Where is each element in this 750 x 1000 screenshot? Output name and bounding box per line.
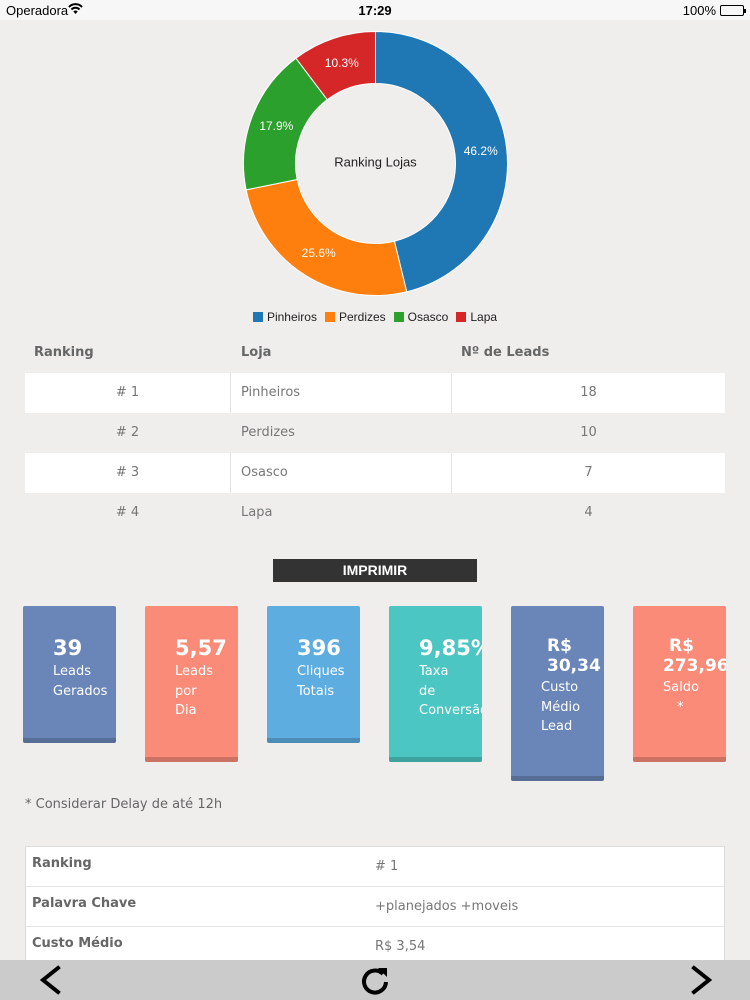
legend-swatch <box>393 312 404 322</box>
stat-label: Gerados <box>53 683 108 699</box>
table-row: Palavra Chave +planejados +moveis <box>26 887 724 927</box>
legend-swatch <box>252 312 263 322</box>
legend-label: Perdizes <box>338 310 386 324</box>
stat-card-clicks: 396 Cliques Totais <box>267 606 360 743</box>
stat-value: 30,34 <box>547 656 601 676</box>
refresh-icon <box>362 968 388 995</box>
rank-cell: # 3 <box>115 465 140 480</box>
stat-label: Conversão <box>419 703 482 718</box>
legend-label: Lapa <box>470 310 498 324</box>
stat-label: Dia <box>175 703 197 718</box>
legend-item: Lapa <box>456 310 497 324</box>
rank-cell: # 1 <box>115 385 140 400</box>
table-row: # 4 Lapa 4 <box>25 493 725 533</box>
stat-card-leads-per-day: 5,57 Leads por Dia <box>145 606 238 762</box>
stat-label: Lead <box>541 719 573 734</box>
table-row: Ranking # 1 <box>26 847 724 887</box>
chart-title: Ranking Lojas <box>334 155 417 170</box>
stat-card-avg-cost: R$ 30,34 Custo Médio Lead <box>511 606 604 781</box>
rank-cell: # 4 <box>115 505 140 520</box>
refresh-button[interactable] <box>359 965 391 995</box>
store-cell: Perdizes <box>241 425 295 440</box>
row-key: Palavra Chave <box>32 896 137 911</box>
stat-label: Médio <box>541 699 581 715</box>
header-leads: Nº de Leads <box>461 345 550 360</box>
print-button[interactable]: IMPRIMIR <box>273 559 477 582</box>
donut-slice-pinheiros <box>375 30 508 293</box>
legend-item: Perdizes <box>324 310 386 324</box>
store-cell: Lapa <box>241 505 273 520</box>
chevron-right-icon <box>691 965 713 995</box>
ranking-table: Ranking Loja Nº de Leads # 1 Pinheiros 1… <box>25 333 725 533</box>
slice-label: 17.9% <box>259 119 293 133</box>
stat-card-balance: R$ 273,96 Saldo * <box>633 606 726 762</box>
stat-label: Cliques <box>297 664 345 679</box>
stat-label: * <box>677 699 684 715</box>
stat-card-leads: 39 Leads Gerados <box>23 606 116 743</box>
ranking-donut-chart: 46.2% 25.6% 17.9% 10.3% Ranking Lojas <box>243 30 508 296</box>
row-value: +planejados +moveis <box>375 899 519 914</box>
clock: 17:29 <box>358 3 392 18</box>
leads-cell: 4 <box>584 505 593 520</box>
stat-value: 5,57 <box>175 636 227 660</box>
row-value: # 1 <box>375 859 399 874</box>
header-store: Loja <box>241 345 272 360</box>
slice-label: 10.3% <box>325 56 359 70</box>
row-key: Ranking <box>32 856 92 871</box>
forward-button[interactable] <box>686 965 718 995</box>
donut-slice-lapa <box>295 30 376 101</box>
delay-note: * Considerar Delay de até 12h <box>25 797 223 812</box>
stat-label: Taxa <box>419 664 449 679</box>
slice-label: 25.6% <box>302 246 336 260</box>
stat-label: de <box>419 683 436 699</box>
store-cell: Pinheiros <box>241 385 301 400</box>
back-button[interactable] <box>34 965 66 995</box>
legend-swatch <box>324 312 335 322</box>
legend-item: Osasco <box>393 310 449 324</box>
slice-label: 46.2% <box>464 144 498 158</box>
chart-legend: Pinheiros Perdizes Osasco Lapa <box>0 310 750 324</box>
keyword-table: Ranking # 1 Palavra Chave +planejados +m… <box>25 846 725 968</box>
stat-value: 39 <box>53 636 83 660</box>
donut-slice-perdizes <box>245 178 408 296</box>
row-value: R$ 3,54 <box>375 939 426 954</box>
battery-icon <box>720 5 746 16</box>
stat-label: por <box>175 683 197 699</box>
stat-currency: R$ <box>669 636 694 656</box>
carrier-label: Operadora <box>6 3 69 18</box>
stat-label: Custo <box>541 680 579 695</box>
bottom-toolbar <box>0 960 750 1000</box>
table-row: # 3 Osasco 7 <box>25 453 725 493</box>
stat-label: Saldo <box>663 680 700 695</box>
ranking-table-header: Ranking Loja Nº de Leads <box>25 333 725 373</box>
status-bar: Operadora 17:29 100% <box>0 0 750 20</box>
legend-label: Pinheiros <box>266 310 317 324</box>
legend-label: Osasco <box>407 310 449 324</box>
table-row: # 1 Pinheiros 18 <box>25 373 725 413</box>
leads-cell: 10 <box>580 425 597 440</box>
battery-percent: 100% <box>682 3 716 18</box>
leads-cell: 18 <box>580 385 597 400</box>
table-row: # 2 Perdizes 10 <box>25 413 725 453</box>
stat-label: Leads <box>175 664 214 679</box>
stat-currency: R$ <box>547 636 572 656</box>
wifi-icon <box>68 3 83 14</box>
legend-swatch <box>456 312 467 322</box>
legend-item: Pinheiros <box>252 310 317 324</box>
store-cell: Osasco <box>241 465 288 480</box>
stat-label: Totais <box>297 683 335 699</box>
stat-value: 273,96 <box>663 656 726 676</box>
stat-card-conversion: 9,85% Taxa de Conversão <box>389 606 482 762</box>
chevron-left-icon <box>39 965 61 995</box>
stat-value: 396 <box>297 636 341 660</box>
leads-cell: 7 <box>584 465 593 480</box>
rank-cell: # 2 <box>115 425 140 440</box>
stat-value: 9,85% <box>419 636 482 660</box>
row-key: Custo Médio <box>32 936 123 951</box>
header-ranking: Ranking <box>34 345 94 360</box>
stat-label: Leads <box>53 664 92 679</box>
